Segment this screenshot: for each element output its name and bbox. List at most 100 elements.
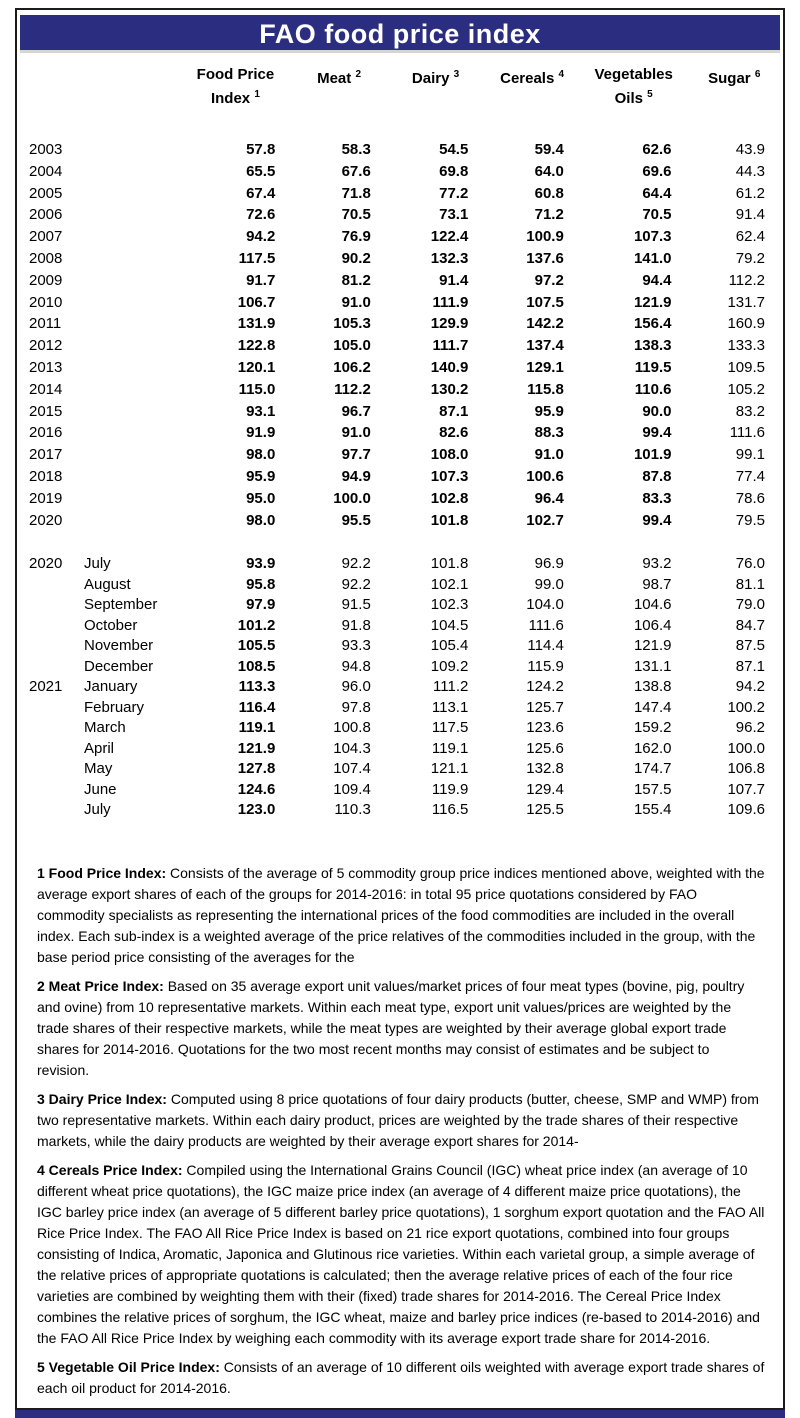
page-title: FAO food price index (259, 19, 541, 49)
value-cell: 93.9 (246, 555, 276, 573)
month-label (80, 357, 180, 379)
year-label: 2009 (29, 271, 63, 289)
value-cell: 117.5 (431, 719, 469, 737)
value-cell: 157.5 (633, 780, 672, 798)
value-cell: 109.2 (430, 657, 469, 675)
value-cell: 121.1 (430, 760, 469, 778)
value-cell: 138.3 (633, 337, 672, 355)
table-row-month-december: December 108.5 94.8 109.2 115.9 131.1 87.1 (17, 657, 781, 678)
value-cell: 124.6 (237, 780, 276, 798)
value-cell: 119.1 (431, 739, 469, 757)
value-cell: 105.5 (237, 637, 276, 655)
month-label: July (83, 801, 111, 819)
value-cell: 88.3 (534, 424, 564, 442)
value-cell: 95.8 (246, 575, 276, 593)
value-cell: 174.7 (633, 760, 672, 778)
value-cell: 78.6 (735, 489, 765, 507)
column-header-meat: Meat 2 (317, 69, 361, 87)
year-label: 2005 (29, 184, 63, 202)
value-cell: 129.1 (526, 358, 564, 376)
value-cell: 115.9 (527, 657, 564, 675)
value-cell: 131.7 (727, 293, 765, 311)
value-cell: 111.6 (729, 424, 765, 442)
month-label (80, 248, 180, 270)
value-cell: 57.8 (246, 141, 276, 158)
value-cell: 106.8 (727, 760, 765, 778)
table-row-year-2015: 2015 93.1 96.7 87.1 95.9 90.0 83.2 (17, 401, 781, 423)
value-cell: 73.1 (439, 206, 469, 224)
value-cell: 121.9 (633, 637, 672, 655)
month-label: January (83, 678, 138, 696)
value-cell: 100.8 (333, 719, 371, 737)
value-cell: 76.0 (735, 555, 765, 573)
footnote-3-label: 3 Dairy Price Index: (37, 1090, 167, 1107)
table-row-year-2019: 2019 95.0 100.0 102.8 96.4 83.3 78.6 (17, 488, 781, 510)
table-row-year-2020: 2020 98.0 95.5 101.8 102.7 99.4 79.5 (17, 510, 781, 532)
year-label (17, 718, 80, 739)
value-cell: 101.2 (237, 616, 276, 634)
value-cell: 83.2 (735, 402, 765, 420)
table-row-year-2013: 2013 120.1 106.2 140.9 129.1 119.5 109.5 (17, 357, 781, 379)
value-cell: 115.0 (238, 380, 276, 398)
table-row-month-november: November 105.5 93.3 105.4 114.4 121.9 87.5 (17, 636, 781, 657)
value-cell: 82.6 (439, 424, 469, 442)
year-label: 2011 (29, 315, 62, 333)
value-cell: 110.3 (334, 801, 371, 819)
value-cell: 111.6 (528, 616, 564, 634)
value-cell: 131.1 (633, 657, 672, 675)
value-cell: 109.6 (727, 801, 765, 819)
month-label (80, 292, 180, 314)
annual-rows-section: 2003 57.8 58.3 54.5 59.4 62.6 43.9 2004 65.5 67.6… (17, 139, 781, 531)
value-cell: 96.9 (534, 555, 564, 573)
value-cell: 162.0 (633, 739, 672, 757)
year-label (17, 595, 80, 616)
footnote-2-label: 2 Meat Price Index: (37, 977, 164, 994)
table-row-month-april: April 121.9 104.3 119.1 125.6 162.0 100.0 (17, 739, 781, 760)
footnotes-section: 1 Food Price Index: Consists of the aver… (17, 863, 783, 1408)
value-cell: 129.9 (430, 315, 469, 333)
footnote-ref-4: 4 (558, 69, 565, 80)
value-cell: 62.4 (735, 228, 765, 246)
value-cell: 91.4 (735, 206, 765, 224)
value-cell: 117.5 (238, 249, 276, 267)
table-row-year-2008: 2008 117.5 90.2 132.3 137.6 141.0 79.2 (17, 248, 781, 270)
value-cell: 113.3 (238, 678, 276, 696)
year-label: 2015 (29, 402, 63, 420)
value-cell: 98.7 (642, 575, 672, 593)
month-label: June (83, 780, 117, 798)
value-cell: 97.7 (341, 446, 371, 464)
footnote-ref-1: 1 (254, 89, 260, 100)
table-row-month-july: 2020 July 93.9 92.2 101.8 96.9 93.2 76.0 (17, 554, 781, 575)
month-label: July (83, 555, 111, 573)
value-cell: 102.8 (430, 489, 469, 507)
value-cell: 125.6 (526, 739, 564, 757)
column-header-sugar: Sugar 6 (708, 69, 761, 87)
year-label: 2017 (29, 446, 63, 464)
title-bar: FAO food price index (20, 15, 780, 53)
value-cell: 76.9 (341, 228, 371, 246)
month-label (80, 422, 180, 444)
value-cell: 69.6 (642, 162, 672, 180)
value-cell: 132.3 (430, 249, 469, 267)
table-row-year-2017: 2017 98.0 97.7 108.0 91.0 101.9 99.1 (17, 444, 781, 466)
value-cell: 70.5 (642, 206, 672, 224)
year-label: 2016 (29, 424, 63, 442)
value-cell: 93.2 (642, 555, 672, 573)
month-label: April (83, 739, 114, 757)
value-cell: 160.9 (727, 315, 765, 333)
table-row-month-september: September 97.9 91.5 102.3 104.0 104.6 79.0 (17, 595, 781, 616)
year-label (17, 759, 80, 780)
value-cell: 67.4 (246, 184, 276, 202)
value-cell: 140.9 (430, 358, 469, 376)
value-cell: 107.4 (333, 760, 371, 778)
content-box: FAO food price index Food Price Index 1 M… (15, 8, 785, 1410)
value-cell: 116.4 (238, 698, 276, 716)
value-cell: 104.6 (633, 596, 672, 614)
value-cell: 119.1 (238, 719, 276, 737)
value-cell: 59.4 (534, 141, 564, 158)
value-cell: 125.5 (526, 801, 564, 819)
month-label (80, 183, 180, 205)
month-label (80, 444, 180, 466)
value-cell: 110.6 (634, 380, 672, 398)
